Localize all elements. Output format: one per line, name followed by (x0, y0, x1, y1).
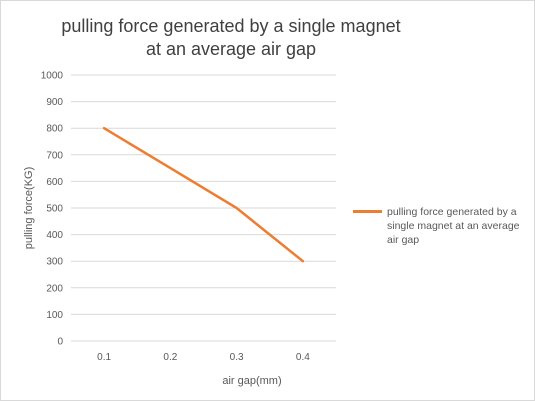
y-tick-label: 200 (46, 283, 63, 294)
y-tick-label: 300 (46, 257, 63, 268)
y-tick-label: 400 (46, 230, 63, 241)
x-axis-title: air gap(mm) (222, 375, 281, 387)
legend-entry: pulling force generated by a single magn… (387, 206, 520, 246)
gridlines (71, 74, 336, 342)
chart-title: pulling force generated by a single magn… (61, 16, 401, 59)
legend-swatch (353, 210, 382, 213)
series-lines (102, 126, 305, 263)
y-tick-label: 800 (46, 124, 63, 135)
y-tick-label: 500 (46, 204, 63, 215)
y-tick-label: 600 (46, 177, 63, 188)
y-tick-label: 0 (57, 337, 63, 348)
y-tick-label: 1000 (41, 71, 64, 82)
x-tick-label: 0.2 (163, 352, 177, 363)
y-tick-label: 900 (46, 97, 63, 108)
y-tick-label: 100 (46, 310, 63, 321)
x-tick-label: 0.1 (97, 352, 111, 363)
y-axis-title: pulling force(KG) (23, 167, 35, 250)
x-tick-label: 0.4 (296, 352, 310, 363)
y-tick-label: 700 (46, 150, 63, 161)
x-tick-label: 0.3 (230, 352, 244, 363)
legend: pulling force generated by a single magn… (353, 205, 531, 247)
y-tick-labels: 0 100 200 300 400 500 600 700 800 900 1000 (41, 71, 64, 348)
x-tick-labels: 0.1 0.2 0.3 0.4 (97, 352, 310, 363)
series-line (102, 126, 305, 263)
